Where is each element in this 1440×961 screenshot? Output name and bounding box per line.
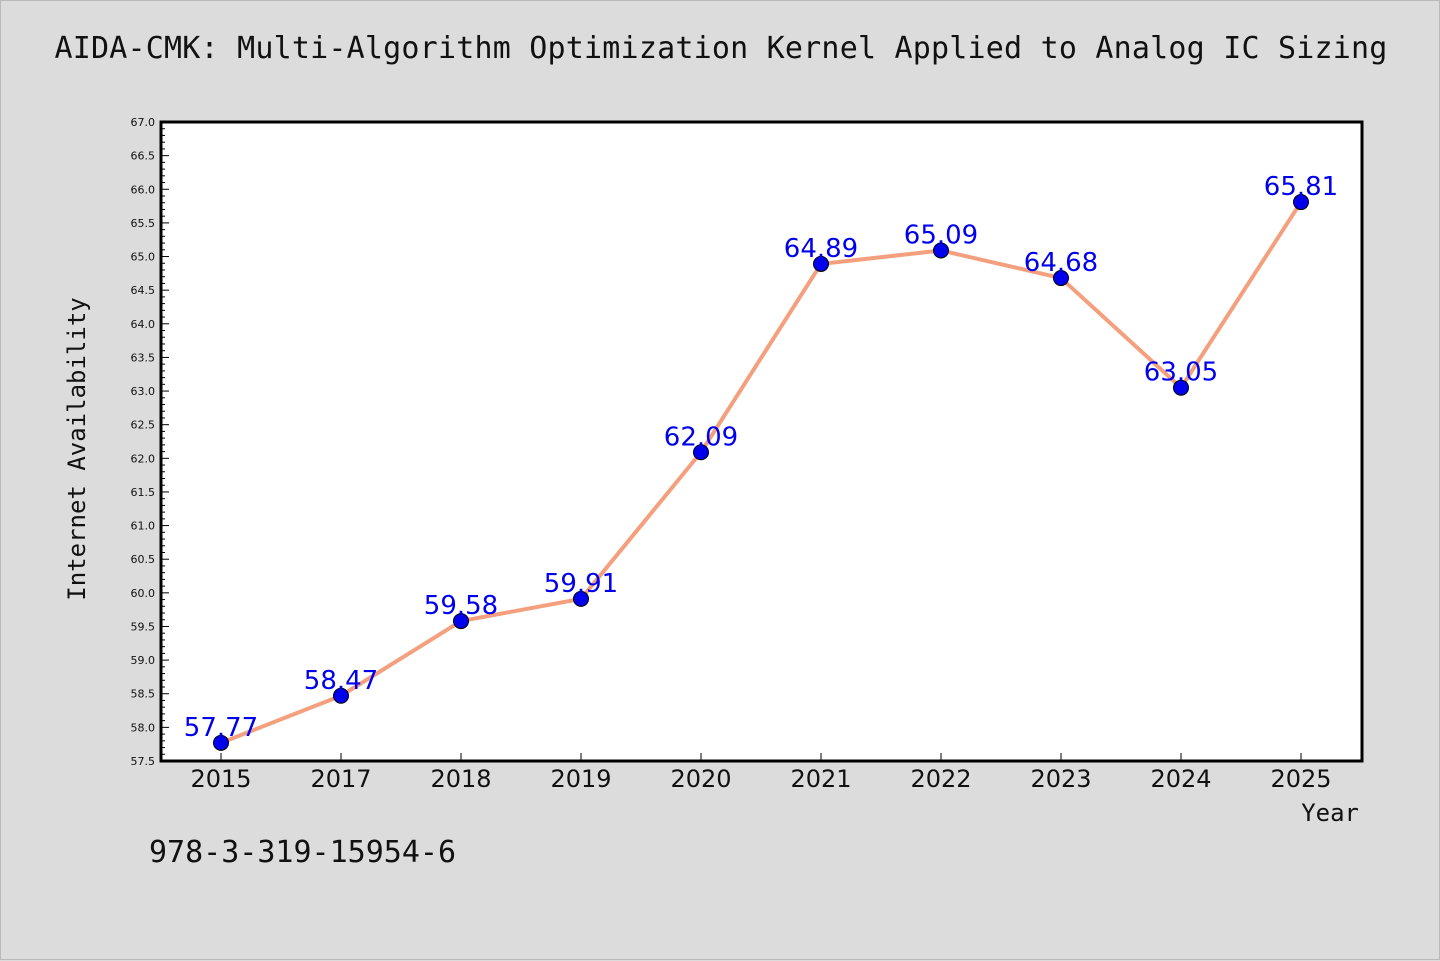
data-label: 58.47 [304, 666, 378, 696]
y-tick-label: 66.5 [131, 150, 156, 163]
data-point [573, 590, 589, 607]
y-tick-label: 61.0 [131, 520, 156, 533]
y-tick-label: 58.5 [131, 688, 156, 701]
data-label: 64.89 [784, 234, 858, 264]
x-tick-label: 2018 [430, 765, 491, 793]
data-point [813, 255, 829, 272]
data-label: 62.09 [664, 422, 738, 452]
x-tick-label: 2015 [190, 765, 251, 793]
y-tick-label: 60.5 [131, 553, 156, 566]
x-axis: 2015 2017 2018 2019 2020 2021 2022 2023 2024 2025 [190, 753, 1332, 793]
y-tick-label: 62.5 [131, 419, 156, 432]
y-axis-label: Internet Availability [63, 297, 91, 600]
data-label: 64.68 [1024, 248, 1098, 278]
data-point [693, 444, 709, 461]
y-tick-label: 59.0 [131, 654, 156, 667]
y-tick-label: 64.5 [131, 284, 156, 297]
data-label: 65.81 [1264, 172, 1338, 202]
y-tick-label: 67.0 [131, 116, 156, 129]
y-tick-label: 65.5 [131, 217, 156, 230]
x-tick-label: 2021 [790, 765, 851, 793]
y-tick-label: 62.0 [131, 452, 156, 465]
x-tick-label: 2022 [910, 765, 971, 793]
x-tick-label: 2024 [1150, 765, 1211, 793]
chart-title: AIDA-CMK: Multi-Algorithm Optimization K… [54, 31, 1388, 66]
data-label: 59.58 [424, 591, 498, 621]
x-tick-label: 2017 [310, 765, 371, 793]
y-tick-label: 59.5 [131, 620, 156, 633]
x-tick-label: 2025 [1270, 765, 1331, 793]
series-line-group [213, 194, 1309, 751]
series-line [219, 200, 1303, 745]
data-label: 63.05 [1144, 358, 1218, 388]
data-point [1053, 270, 1069, 287]
data-labels: 57.77 58.47 59.58 59.91 62.09 64.89 65.09 64.68… [184, 172, 1338, 743]
x-tick-label: 2020 [670, 765, 731, 793]
x-axis-label: Year [1301, 799, 1359, 827]
plot-frame [159, 120, 1364, 763]
y-tick-label: 66.0 [131, 183, 156, 196]
data-point [933, 242, 949, 259]
y-tick-label: 65.0 [131, 251, 156, 264]
plot-area [159, 120, 1364, 763]
data-point [1293, 194, 1309, 211]
y-tick-label: 64.0 [131, 318, 156, 331]
data-label: 65.09 [904, 220, 978, 250]
isbn-text: 978-3-319-15954-6 [149, 835, 457, 870]
x-tick-label: 2023 [1030, 765, 1091, 793]
y-tick-label: 61.5 [131, 486, 156, 499]
y-tick-label: 63.0 [131, 385, 156, 398]
x-tick-label: 2019 [550, 765, 611, 793]
data-label: 57.77 [184, 713, 258, 743]
y-tick-label: 60.0 [131, 587, 156, 600]
data-label: 59.91 [544, 569, 618, 599]
data-point [1173, 379, 1189, 396]
data-point [453, 613, 469, 630]
data-point [213, 734, 229, 751]
data-point [333, 687, 349, 704]
y-tick-label: 57.5 [131, 755, 156, 768]
y-tick-label: 58.0 [131, 721, 156, 734]
y-axis: 57.5 58.0 58.5 59.0 59.5 60.0 60.5 61.0 61.5 62.0… [131, 116, 169, 768]
y-tick-label: 63.5 [131, 351, 156, 364]
